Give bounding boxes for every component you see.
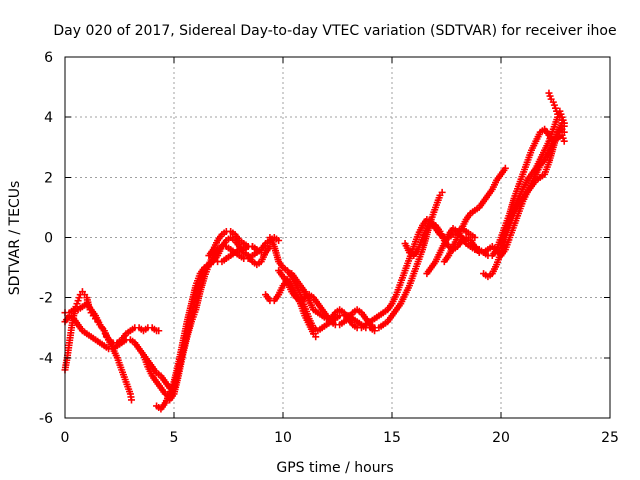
axis-layer: 0 5 10 15 20 25 -6 -4 -2 0 2 4 6 bbox=[39, 50, 619, 446]
series-arc-10 bbox=[275, 188, 446, 332]
data-point bbox=[471, 234, 479, 241]
y-tick-label: 4 bbox=[44, 110, 53, 126]
y-tick-label: 6 bbox=[44, 50, 53, 66]
data-point bbox=[127, 396, 135, 404]
y-tick-label: -4 bbox=[39, 351, 53, 367]
y-tick-label: 0 bbox=[44, 231, 53, 247]
series-arc-7 bbox=[205, 227, 256, 260]
data-point bbox=[560, 137, 568, 145]
x-tick-label: 15 bbox=[383, 430, 401, 446]
data-point bbox=[155, 327, 163, 335]
y-tick-label: 2 bbox=[44, 170, 53, 186]
x-tick-label: 20 bbox=[492, 430, 510, 446]
data-point bbox=[438, 188, 446, 196]
x-tick-label: 10 bbox=[274, 430, 292, 446]
data-point bbox=[560, 119, 568, 127]
data-point bbox=[248, 243, 256, 251]
series-arc-3 bbox=[61, 300, 135, 404]
y-axis-label: SDTVAR / TECUs bbox=[7, 181, 23, 296]
x-tick-label: 25 bbox=[601, 430, 619, 446]
data-point bbox=[501, 164, 509, 172]
series-arc-6 bbox=[166, 234, 283, 404]
y-tick-label: -6 bbox=[39, 411, 53, 427]
series-arc-17 bbox=[545, 89, 568, 127]
grid-layer bbox=[65, 57, 610, 418]
chart-title: Day 020 of 2017, Sidereal Day-to-day VTE… bbox=[53, 23, 616, 39]
series-arc-14 bbox=[440, 164, 509, 266]
data-point bbox=[275, 237, 283, 245]
x-tick-label: 5 bbox=[170, 430, 179, 446]
x-tick-label: 0 bbox=[61, 430, 70, 446]
data-layer bbox=[61, 89, 568, 413]
data-point bbox=[312, 333, 320, 341]
x-axis-label: GPS time / hours bbox=[276, 460, 393, 476]
y-tick-label: -2 bbox=[39, 291, 53, 307]
series-arc-1 bbox=[61, 288, 163, 374]
